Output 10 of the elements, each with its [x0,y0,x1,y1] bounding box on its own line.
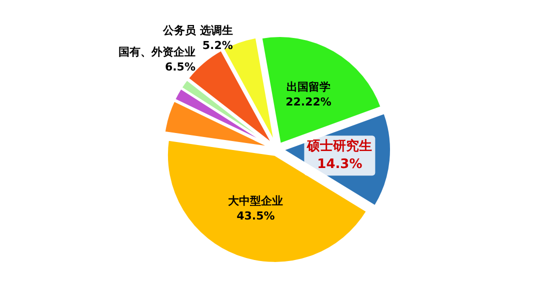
slice-label: 公务员 选调生 [162,24,233,37]
data-label: 6.5% [164,60,196,74]
data-label: 5.2% [202,38,233,52]
data-label: 22.22% [286,96,332,109]
data-label: 43.5% [236,210,275,223]
slice-label: 大中型企业 [228,194,284,208]
slice-label: 出国留学 [286,80,331,94]
slice-label: 国有、外资企业 [118,45,196,58]
slice-label: 硕士研究生 [306,138,372,154]
data-label: 14.3% [317,157,362,172]
